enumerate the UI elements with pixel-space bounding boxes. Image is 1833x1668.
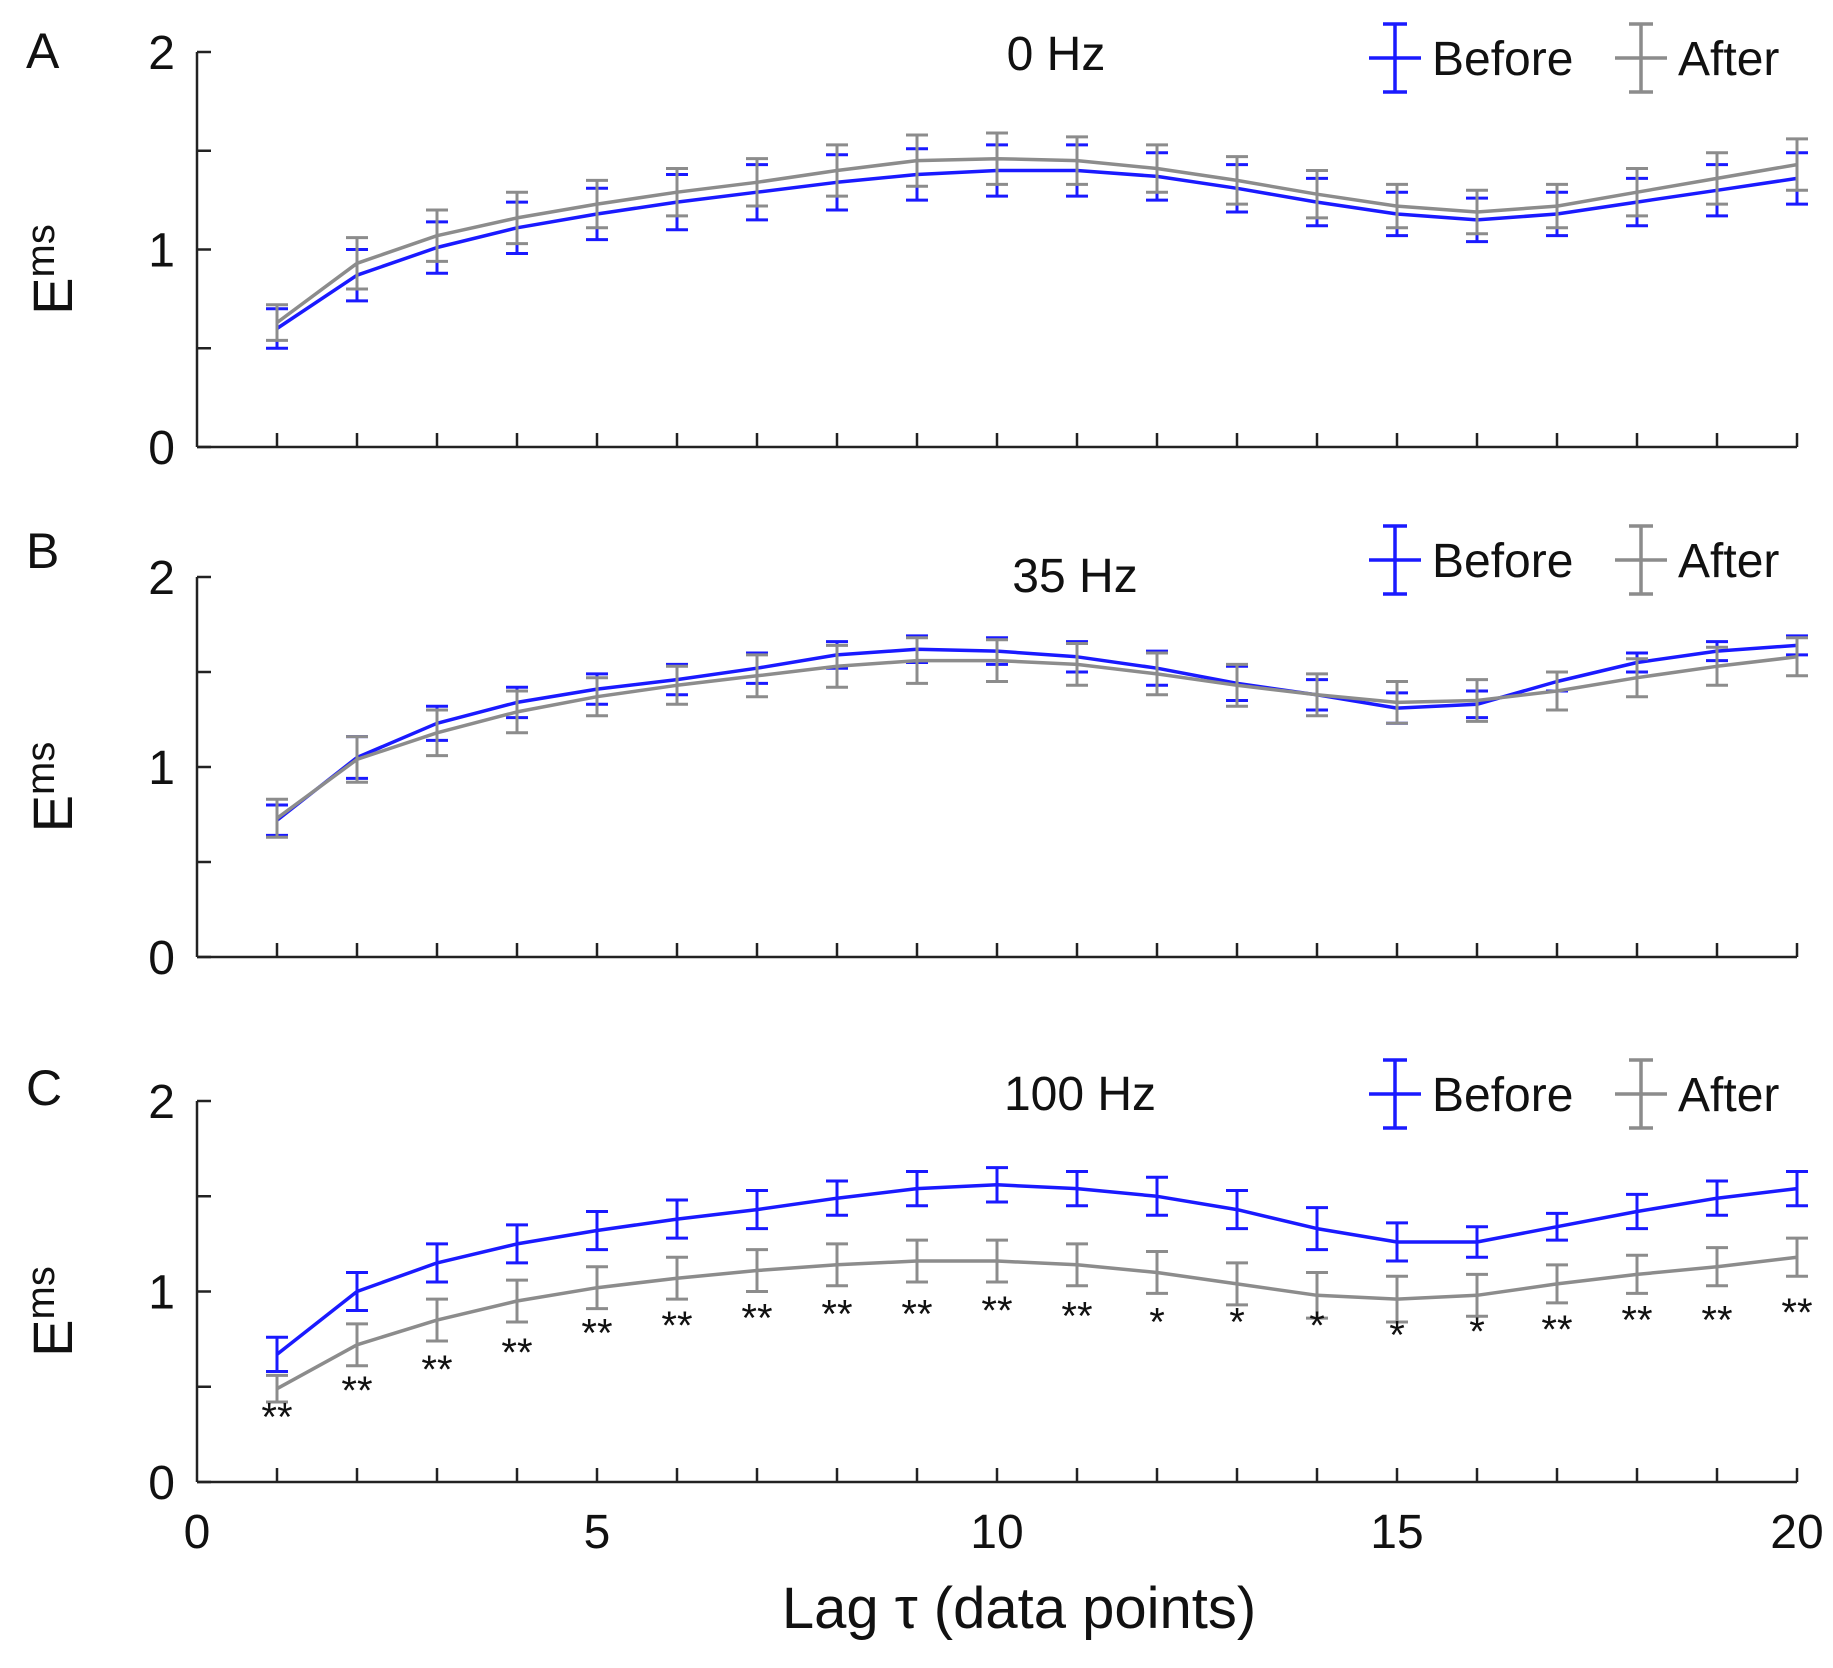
y-axis-label-subscript: ms (19, 742, 63, 795)
y-tick-label: 1 (148, 1267, 175, 1320)
significance-marker: * (1149, 1300, 1165, 1344)
significance-marker: ** (1781, 1291, 1812, 1335)
legend: Before After (1369, 524, 1779, 596)
significance-marker: ** (421, 1348, 452, 1392)
significance-marker: ** (261, 1396, 292, 1440)
panel-title: 100 Hz (1004, 1068, 1156, 1121)
y-axis-label: Ems (19, 742, 84, 833)
significance-marker: * (1469, 1310, 1485, 1354)
series-line (275, 643, 1798, 822)
error-bar (1786, 137, 1808, 192)
legend-item-after: After (1615, 1058, 1779, 1130)
y-tick-label: 2 (148, 552, 175, 605)
x-tick-label: 10 (970, 1506, 1023, 1559)
series-line (275, 655, 1798, 820)
legend-swatch (1369, 1058, 1421, 1130)
panel-b: 0 1 2 B Ems 35 Hz Before After (19, 523, 1808, 985)
significance-marker: ** (1621, 1298, 1652, 1342)
y-axis-label-main: E (21, 277, 84, 314)
legend-label: Before (1432, 535, 1573, 588)
y-axis-label: Ems (19, 1266, 84, 1357)
legend-swatch (1615, 1058, 1667, 1130)
y-axis-label-main: E (21, 1319, 84, 1356)
y-tick-label: 0 (148, 1457, 175, 1510)
legend-label: Before (1432, 1069, 1573, 1122)
series-line (275, 156, 1798, 325)
panel-title: 0 Hz (1007, 28, 1106, 81)
y-tick-label: 0 (148, 422, 175, 475)
x-tick-label: 5 (584, 1506, 611, 1559)
series-after (266, 636, 1808, 839)
significance-marker: ** (981, 1289, 1012, 1333)
y-tick-label: 1 (148, 742, 175, 795)
series-after (266, 131, 1808, 342)
significance-marker: ** (1061, 1295, 1092, 1339)
x-axis-label: Lag τ (data points) (782, 1576, 1256, 1641)
legend-item-before: Before (1369, 22, 1573, 94)
panel-label: B (26, 523, 59, 579)
series-after (266, 1236, 1808, 1404)
significance-marker: ** (661, 1304, 692, 1348)
legend-swatch (1615, 22, 1667, 94)
significance-marker: * (1229, 1300, 1245, 1344)
y-axis-label: Ems (19, 224, 84, 315)
legend-item-before: Before (1369, 1058, 1573, 1130)
series-line (276, 168, 1798, 330)
x-tick-label: 15 (1370, 1506, 1423, 1559)
significance-marker: ** (501, 1331, 532, 1375)
significance-marker: ** (741, 1297, 772, 1341)
panel-label: C (26, 1060, 62, 1116)
panel-a: 0 1 2 A Ems 0 Hz Before After (19, 22, 1808, 475)
significance-marker: ** (581, 1312, 612, 1356)
y-tick-label: 0 (148, 932, 175, 985)
significance-marker: ** (341, 1369, 372, 1413)
legend-swatch (1369, 22, 1421, 94)
significance-marker: * (1389, 1314, 1405, 1358)
significance-marker: ** (1541, 1308, 1572, 1352)
legend-item-after: After (1615, 22, 1779, 94)
significance-marker: ** (901, 1293, 932, 1337)
legend-label: Before (1432, 33, 1573, 86)
x-tick-label: 0 (184, 1506, 211, 1559)
legend-swatch (1369, 524, 1421, 596)
y-tick-label: 2 (148, 27, 175, 80)
legend: Before After (1369, 1058, 1779, 1130)
legend-label: After (1678, 1069, 1779, 1122)
legend-label: After (1678, 535, 1779, 588)
y-axis-label-subscript: ms (19, 1266, 63, 1319)
panel-label: A (26, 23, 60, 79)
y-tick-label: 2 (148, 1076, 175, 1129)
legend-label: After (1678, 33, 1779, 86)
significance-marker: * (1309, 1304, 1325, 1348)
series-line (275, 1183, 1798, 1356)
series-before (266, 143, 1808, 350)
panel-title: 35 Hz (1012, 550, 1137, 603)
y-tick-label: 1 (148, 225, 175, 278)
legend-item-before: Before (1369, 524, 1573, 596)
series-line (276, 1255, 1798, 1391)
legend: Before After (1369, 22, 1779, 94)
legend-item-after: After (1615, 524, 1779, 596)
legend-swatch (1615, 524, 1667, 596)
significance-marker: ** (1701, 1298, 1732, 1342)
y-axis-label-main: E (21, 795, 84, 832)
y-axis-label-subscript: ms (19, 224, 63, 277)
series-before (266, 1166, 1808, 1374)
significance-marker: ** (821, 1293, 852, 1337)
series-before (266, 634, 1808, 837)
x-tick-label: 20 (1770, 1506, 1823, 1559)
